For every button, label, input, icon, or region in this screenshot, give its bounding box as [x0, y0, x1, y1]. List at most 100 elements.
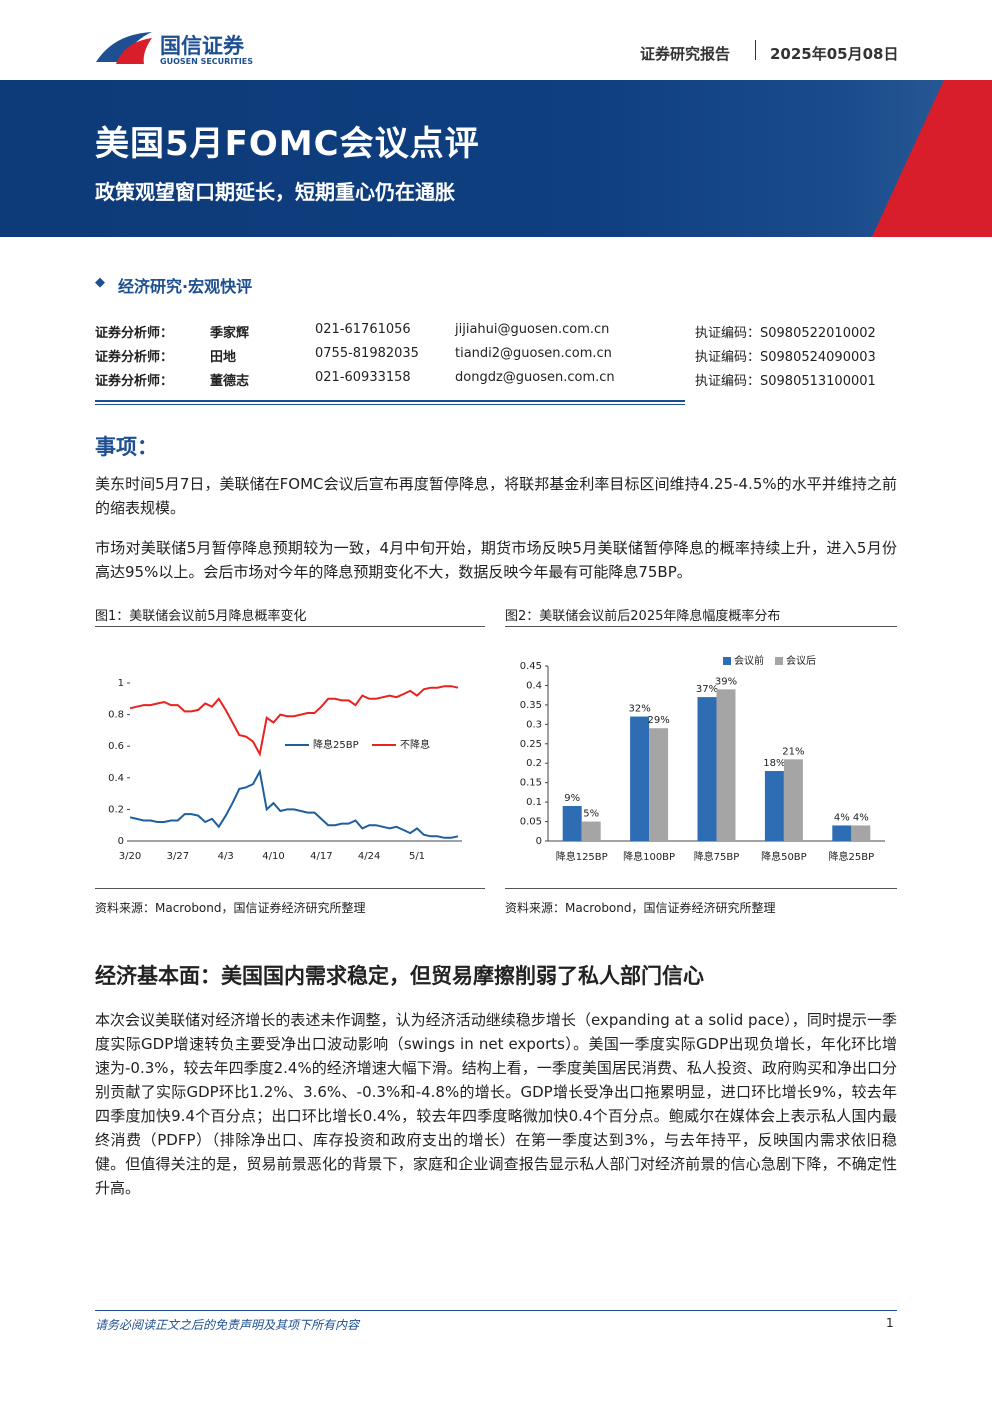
y-tick-label: 0.8: [108, 710, 124, 721]
paragraph: 市场对美联储5月暂停降息预期较为一致，4月中旬开始，期货市场反映5月美联储暂停降…: [95, 539, 897, 581]
banner: [0, 80, 992, 237]
x-tick-label: 降息50BP: [761, 850, 807, 863]
value-label: 4%: [853, 812, 869, 823]
rule: [95, 888, 485, 889]
y-tick-label: 0.3: [526, 719, 542, 730]
bar: [630, 716, 650, 841]
bar: [562, 806, 582, 841]
figure-source: 资料来源：Macrobond，国信证券经济研究所整理: [95, 901, 366, 915]
x-tick-label: 降息125BP: [556, 850, 608, 863]
x-tick-label: 降息25BP: [828, 850, 874, 863]
bar: [716, 689, 736, 841]
bar: [649, 728, 669, 841]
phone: 021-60933158: [315, 370, 411, 385]
brand: 国信证券: [160, 34, 244, 58]
logo: [96, 32, 152, 64]
y-tick-label: 0.35: [520, 700, 542, 711]
footer-rule: [95, 1310, 897, 1311]
email: tiandi2@guosen.com.cn: [455, 346, 612, 361]
x-tick-label: 3/20: [119, 851, 141, 862]
bar: [832, 825, 852, 841]
bar: [697, 697, 717, 841]
legend-swatch: [775, 657, 783, 665]
name: 季家辉: [210, 326, 250, 341]
rule: [505, 888, 897, 889]
phone: 0755-81982035: [315, 346, 419, 361]
page-number: 1: [886, 1316, 894, 1330]
double-rule: [95, 404, 685, 405]
phone: 021-61761056: [315, 322, 411, 337]
section-heading: 经济基本面：美国国内需求稳定，但贸易摩擦削弱了私人部门信心: [95, 964, 704, 988]
x-tick-label: 4/3: [218, 851, 234, 862]
paragraph: 本次会议美联储对经济增长的表述未作调整，认为经济活动继续稳步增长（expandi…: [95, 1011, 897, 1197]
y-tick-label: 0.15: [520, 778, 542, 789]
bar: [783, 759, 803, 841]
x-tick-label: 4/17: [310, 851, 332, 862]
bar: [581, 821, 601, 841]
name: 田地: [210, 350, 237, 365]
role: 证券分析师：: [95, 326, 174, 341]
y-tick-label: 0.25: [520, 739, 542, 750]
x-tick-label: 4/10: [262, 851, 284, 862]
x-tick-label: 4/24: [358, 851, 380, 862]
report-type: 证券研究报告: [640, 45, 731, 63]
bullet: ◆: [95, 275, 105, 290]
email: dongdz@guosen.com.cn: [455, 370, 615, 385]
legend-swatch: [723, 657, 731, 665]
y-tick-label: 1: [118, 678, 124, 689]
double-rule: [95, 400, 685, 402]
license: 执证编码：S0980513100001: [695, 374, 876, 389]
report-title: 美国5月FOMC会议点评: [95, 124, 480, 164]
line: [129, 768, 459, 839]
figure-source: 资料来源：Macrobond，国信证券经济研究所整理: [505, 901, 776, 915]
value-label: 39%: [715, 676, 737, 687]
value-label: 18%: [763, 758, 785, 769]
bar-chart: 0 0.05 0.1 0.15 0.2 0.25 0.3 0.35 0.4 0.45 降息125BP…: [520, 654, 885, 863]
role: 证券分析师：: [95, 350, 174, 365]
license: 执证编码：S0980522010002: [695, 326, 876, 341]
bar: [851, 825, 871, 841]
y-tick-label: 0.45: [520, 661, 542, 672]
name: 董德志: [210, 374, 250, 389]
legend-label: 不降息: [400, 738, 430, 751]
y-tick-label: 0: [536, 836, 542, 847]
value-label: 4%: [834, 812, 850, 823]
report-subtitle: 政策观望窗口期延长，短期重心仍在通胀: [95, 180, 455, 204]
y-tick-label: 0.4: [526, 680, 542, 691]
y-tick-label: 0.6: [108, 741, 124, 752]
license: 执证编码：S0980524090003: [695, 350, 876, 365]
x-tick-label: 3/27: [167, 851, 189, 862]
email: jijiahui@guosen.com.cn: [455, 322, 610, 337]
x-tick-label: 降息100BP: [623, 850, 675, 863]
brand-en: GUOSEN SECURITIES: [160, 57, 253, 66]
y-tick-label: 0.05: [520, 817, 542, 828]
paragraph: 美东时间5月7日，美联储在FOMC会议后宣布再度暂停降息，将联邦基金利率目标区间…: [95, 475, 897, 517]
value-label: 37%: [696, 684, 718, 695]
x-tick-label: 降息75BP: [694, 850, 740, 863]
legend-label: 会议后: [786, 654, 816, 667]
y-tick-label: 0.4: [108, 773, 124, 784]
y-tick-label: 0.2: [108, 804, 124, 815]
value-label: 29%: [647, 715, 669, 726]
section-heading: 事项：: [95, 435, 158, 459]
bar: [764, 771, 784, 841]
figure-caption: 图2：美联储会议前后2025年降息幅度概率分布: [505, 609, 781, 624]
y-tick-label: 0: [118, 836, 124, 847]
y-tick-label: 0.1: [526, 797, 542, 808]
disclaimer: 请务必阅读正文之后的免责声明及其项下所有内容: [95, 1318, 360, 1332]
divider: [755, 40, 756, 60]
rule: [95, 626, 485, 627]
line-chart: 0 0.2 0.4 0.6 0.8 1 3/20 3/27 4/3 4/10 4/17 4/24 5/1…: [108, 678, 462, 862]
line: [129, 685, 459, 758]
value-label: 32%: [628, 704, 650, 715]
legend-label: 降息25BP: [313, 738, 359, 751]
x-tick-label: 5/1: [409, 851, 425, 862]
report-date: 2025年05月08日: [770, 45, 899, 63]
value-label: 21%: [782, 746, 804, 757]
figure-caption: 图1：美联储会议前5月降息概率变化: [95, 609, 307, 624]
value-label: 9%: [564, 793, 580, 804]
rule: [505, 626, 897, 627]
category: 经济研究·宏观快评: [118, 277, 253, 296]
value-label: 5%: [583, 809, 599, 820]
